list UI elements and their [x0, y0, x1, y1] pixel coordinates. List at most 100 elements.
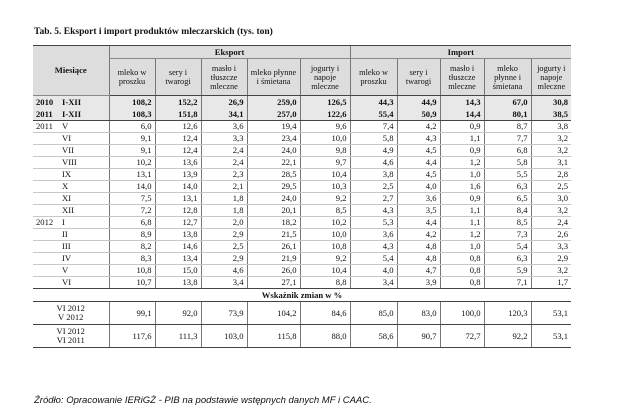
- table-cell: 2,9: [530, 252, 572, 265]
- col-header-eksport-mleko-plynne: mleko płynne i śmietana: [246, 58, 300, 96]
- table-cell: 1,0: [439, 240, 485, 253]
- index-label-cell: VI 2012 VI 2011: [33, 324, 109, 348]
- period-cell: 2012 I: [33, 216, 109, 229]
- table-cell: 3,4: [349, 276, 398, 289]
- table-cell: 259,0: [246, 95, 300, 108]
- period-cell: 2011 V: [33, 120, 109, 133]
- table-cell: 3,8: [530, 120, 572, 133]
- table-cell: 152,2: [154, 95, 201, 108]
- period-month: I: [62, 217, 65, 227]
- period-month: IV: [62, 253, 72, 263]
- period-month: V: [62, 121, 69, 131]
- period-month: V: [62, 265, 69, 275]
- table-cell: 3,8: [349, 168, 398, 181]
- table-cell: 14,0: [154, 180, 201, 193]
- table-cell: 10,3: [299, 180, 351, 193]
- table-cell: 7,4: [349, 120, 398, 133]
- table-cell: 22,1: [246, 156, 300, 169]
- table-cell: 122,6: [299, 108, 351, 121]
- table-cell: 9,6: [299, 120, 351, 133]
- table-cell: 53,1: [530, 324, 572, 348]
- table-cell: 50,9: [396, 108, 441, 121]
- table-cell: 85,0: [349, 301, 398, 325]
- table-cell: 13,6: [154, 156, 201, 169]
- table-cell: 4,4: [396, 216, 441, 229]
- table-cell: 58,6: [349, 324, 398, 348]
- period-label: I-XII: [62, 108, 82, 119]
- table-cell: 0,9: [439, 144, 485, 157]
- table-cell: 5,4: [483, 240, 532, 253]
- table-cell: 21,5: [246, 228, 300, 241]
- index-row: VI 2012 VI 2011 117,6 111,3 103,0 115,8 88,0 58…: [33, 324, 572, 348]
- table-cell: 117,6: [108, 324, 155, 348]
- period-cell: IX: [33, 168, 109, 181]
- table-cell: 8,2: [108, 240, 155, 253]
- period-year: 2011: [36, 108, 53, 119]
- table-cell: 8,7: [483, 120, 532, 133]
- table-cell: 4,8: [396, 252, 441, 265]
- table-cell: 13,8: [154, 228, 201, 241]
- table-cell: 4,3: [349, 240, 398, 253]
- table-cell: 7,5: [108, 192, 155, 205]
- period-cell: VIII: [33, 156, 109, 169]
- table-cell: 257,0: [246, 108, 300, 121]
- header-row-columns: mleko w proszku sery i twarogi masło i t…: [33, 58, 572, 96]
- table-cell: 2,9: [200, 228, 247, 241]
- table-cell: 2,1: [200, 180, 247, 193]
- table-cell: 13,1: [108, 168, 155, 181]
- table-cell: 8,4: [483, 204, 532, 217]
- table-cell: 73,9: [200, 301, 247, 325]
- table-cell: 4,7: [396, 264, 441, 277]
- table-cell: 3,2: [530, 144, 572, 157]
- table-cell: 2,8: [530, 168, 572, 181]
- table-cell: 0,9: [439, 192, 485, 205]
- col-header-import-sery: sery i twarogi: [396, 58, 441, 96]
- table-cell: 10,0: [299, 228, 351, 241]
- table-row: IV 8,3 13,4 2,9 21,9 9,2 5,4 4,8 0,8 6,3 2,9: [33, 252, 572, 265]
- table-cell: 84,6: [299, 301, 351, 325]
- source-note: Źródło: Opracowanie IERiGŻ - PIB na pods…: [34, 395, 372, 406]
- table-cell: 8,9: [108, 228, 155, 241]
- table-cell: 13,9: [154, 168, 201, 181]
- table-cell: 10,2: [108, 156, 155, 169]
- table-cell: 5,8: [349, 132, 398, 145]
- table-cell: 4,5: [396, 144, 441, 157]
- table-cell: 4,6: [200, 264, 247, 277]
- period-month: II: [62, 229, 68, 239]
- table-cell: 6,8: [108, 216, 155, 229]
- period-month: III: [62, 241, 71, 251]
- table-cell: 3,5: [396, 204, 441, 217]
- table-cell: 103,0: [200, 324, 247, 348]
- table-cell: 28,5: [246, 168, 300, 181]
- table-cell: 3,3: [530, 240, 572, 253]
- table-cell: 3,0: [530, 192, 572, 205]
- table-cell: 14,4: [439, 108, 485, 121]
- table-cell: 1,2: [439, 156, 485, 169]
- table-cell: 3,2: [530, 264, 572, 277]
- table-cell: 10,0: [299, 132, 351, 145]
- table-cell: 10,4: [299, 168, 351, 181]
- table-cell: 4,3: [396, 132, 441, 145]
- table-cell: 2,4: [530, 216, 572, 229]
- table-cell: 4,4: [396, 156, 441, 169]
- period-year: 2010: [36, 96, 54, 107]
- table-cell: 9,8: [299, 144, 351, 157]
- table-cell: 120,3: [483, 301, 532, 325]
- table-cell: 6,3: [483, 180, 532, 193]
- table-cell: 3,1: [530, 156, 572, 169]
- table-row: VI 10,7 13,8 3,4 27,1 8,8 3,4 3,9 0,8 7,1 1,7: [33, 276, 572, 289]
- period-cell: XI: [33, 192, 109, 205]
- table-cell: 6,3: [483, 252, 532, 265]
- period-month: VIII: [62, 157, 77, 167]
- period-month: XI: [62, 193, 72, 203]
- table-cell: 92,2: [483, 324, 532, 348]
- table-cell: 2,4: [200, 156, 247, 169]
- summary-row: 2011 I-XII 108,3 151,8 34,1 257,0 122,6 55,4 50,…: [33, 108, 572, 121]
- table-cell: 5,5: [483, 168, 532, 181]
- table-cell: 72,7: [439, 324, 485, 348]
- table-cell: 2,4: [200, 144, 247, 157]
- table-cell: 18,2: [246, 216, 300, 229]
- table-cell: 14,0: [108, 180, 155, 193]
- table-cell: 27,1: [246, 276, 300, 289]
- period-year: 2011: [36, 121, 53, 131]
